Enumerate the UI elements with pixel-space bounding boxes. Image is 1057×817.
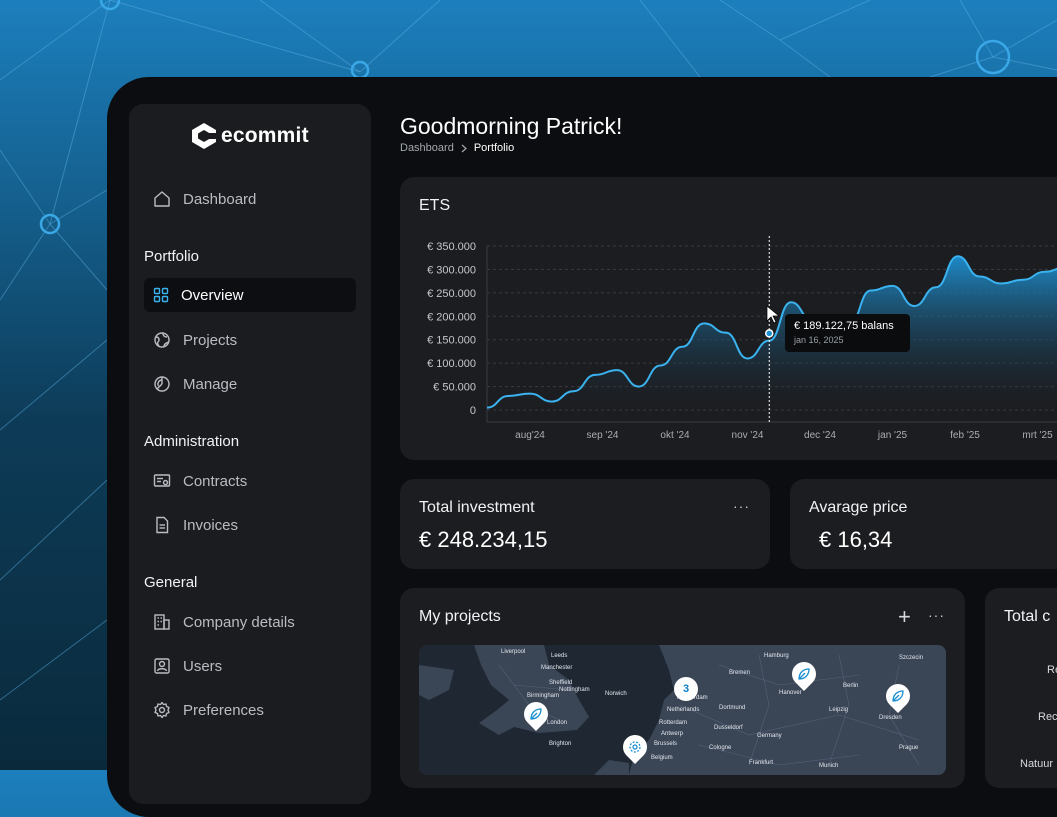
- globe-icon: [154, 332, 170, 348]
- average-price-value: € 16,34: [819, 527, 893, 552]
- map-label: Leeds: [551, 653, 568, 659]
- map-label: Rotterdam: [659, 720, 688, 726]
- map-label: Bremen: [729, 670, 751, 676]
- map-label: Szczecin: [899, 655, 924, 661]
- map-label: Dusseldorf: [714, 725, 743, 731]
- breadcrumb-dashboard[interactable]: Dashboard: [400, 142, 454, 154]
- leaf-icon: [798, 668, 810, 680]
- map-label: Leipzig: [829, 707, 849, 713]
- map-label: Berlin: [843, 683, 859, 689]
- pie-chart-icon: [154, 376, 170, 392]
- gear-icon: [629, 741, 641, 753]
- map-label: Dortmund: [719, 705, 746, 711]
- map-label: Brussels: [654, 741, 678, 747]
- contract-icon: [153, 474, 171, 487]
- brand-name: ecommit: [221, 124, 309, 147]
- leaf-icon: [892, 690, 904, 702]
- sidebar-item-label: Invoices: [183, 516, 239, 534]
- map-label: London: [547, 720, 568, 726]
- map-label: Manchester: [541, 665, 573, 671]
- map-label: Liverpool: [501, 649, 526, 655]
- breadcrumb: Dashboard Portfolio: [400, 142, 514, 154]
- sidebar-item-label: Company details: [183, 613, 295, 631]
- page-title: Goodmorning Patrick!: [400, 113, 623, 139]
- sidebar-item-preferences[interactable]: Preferences: [144, 693, 356, 727]
- sidebar-item-dashboard[interactable]: Dashboard: [144, 182, 356, 216]
- map-label: Brighton: [549, 741, 572, 747]
- leaf-icon: [530, 708, 542, 720]
- map-label: Cologne: [709, 745, 732, 751]
- grid-icon: [153, 287, 169, 303]
- document-icon: [156, 516, 169, 534]
- total-investment-value: € 248.234,15: [419, 527, 548, 552]
- map-label: Prague: [899, 745, 919, 751]
- total-investment-card: [400, 479, 770, 569]
- project-pin[interactable]: [881, 679, 915, 713]
- ecommit-logo-icon: [192, 123, 216, 149]
- map-label: Nottingham: [559, 687, 590, 693]
- map-label: Hamburg: [764, 653, 789, 659]
- map-terrain: [419, 645, 946, 775]
- projects-map[interactable]: Liverpool Manchester Leeds Sheffield Bir…: [419, 645, 946, 775]
- sidebar-item-label: Contracts: [183, 472, 248, 490]
- chevron-right-icon: [461, 144, 467, 152]
- project-pin[interactable]: [787, 657, 821, 691]
- map-label: Belgium: [651, 755, 673, 761]
- map-label: Frankfurt: [749, 760, 774, 766]
- home-icon: [154, 191, 170, 207]
- map-label: Munich: [819, 763, 839, 769]
- users-icon: [154, 658, 170, 674]
- sidebar-item-label: Preferences: [183, 701, 264, 719]
- section-title-portfolio: Portfolio: [144, 248, 200, 265]
- project-cluster-badge[interactable]: 3: [674, 677, 698, 701]
- breadcrumb-portfolio: Portfolio: [473, 142, 515, 154]
- map-label: Germany: [757, 733, 782, 739]
- chart-title: ETS: [419, 197, 451, 214]
- average-price-card: [790, 479, 1057, 569]
- sidebar-item-label: Dashboard: [183, 190, 257, 208]
- total-c-label: Re: [1047, 664, 1057, 676]
- my-projects-title: My projects: [419, 608, 501, 625]
- my-projects-menu-button[interactable]: ···: [928, 607, 945, 623]
- sidebar-item-label: Projects: [183, 331, 238, 349]
- total-investment-title: Total investment: [419, 499, 535, 516]
- sidebar-item-label: Overview: [181, 286, 244, 304]
- brand-logo[interactable]: ecommit: [191, 122, 309, 150]
- ets-chart-card: [400, 177, 1057, 460]
- total-c-title: Total c: [1004, 608, 1051, 625]
- section-title-general: General: [144, 574, 198, 591]
- sidebar-item-projects[interactable]: Projects: [144, 323, 356, 357]
- sidebar-item-company-details[interactable]: Company details: [144, 605, 356, 639]
- section-title-administration: Administration: [144, 433, 240, 450]
- building-icon: [154, 614, 170, 630]
- sidebar-item-manage[interactable]: Manage: [144, 367, 356, 401]
- sidebar-item-invoices[interactable]: Invoices: [144, 508, 356, 542]
- map-label: Birmingham: [527, 693, 560, 699]
- map-label: Antwerp: [661, 731, 684, 737]
- sidebar-item-users[interactable]: Users: [144, 649, 356, 683]
- sidebar: [129, 104, 371, 804]
- map-label: Netherlands: [667, 707, 700, 713]
- sidebar-item-label: Users: [183, 657, 223, 675]
- project-pin[interactable]: [618, 730, 652, 764]
- total-c-label: Rec: [1038, 711, 1057, 723]
- map-label: Sheffield: [549, 680, 573, 686]
- project-pin[interactable]: [519, 697, 553, 731]
- total-c-label: Natuur: [1020, 758, 1054, 770]
- background-network: [0, 0, 1057, 701]
- add-project-button[interactable]: +: [898, 604, 911, 629]
- average-price-title: Avarage price: [809, 499, 908, 516]
- sidebar-item-label: Manage: [183, 375, 238, 393]
- total-c-card: [985, 588, 1057, 788]
- map-label: Norwich: [605, 691, 627, 697]
- tooltip-value: € 189.122,75 balans: [794, 320, 894, 332]
- map-label: Hanover: [779, 690, 802, 696]
- sidebar-item-contracts[interactable]: Contracts: [144, 464, 356, 498]
- total-investment-menu-button[interactable]: ···: [733, 498, 750, 514]
- tooltip-date: jan 16, 2025: [794, 335, 844, 345]
- chart-tooltip: € 189.122,75 balans jan 16, 2025: [785, 314, 910, 352]
- sidebar-item-overview[interactable]: Overview: [144, 278, 356, 312]
- gear-icon: [154, 701, 170, 719]
- map-label: Dresden: [879, 715, 902, 721]
